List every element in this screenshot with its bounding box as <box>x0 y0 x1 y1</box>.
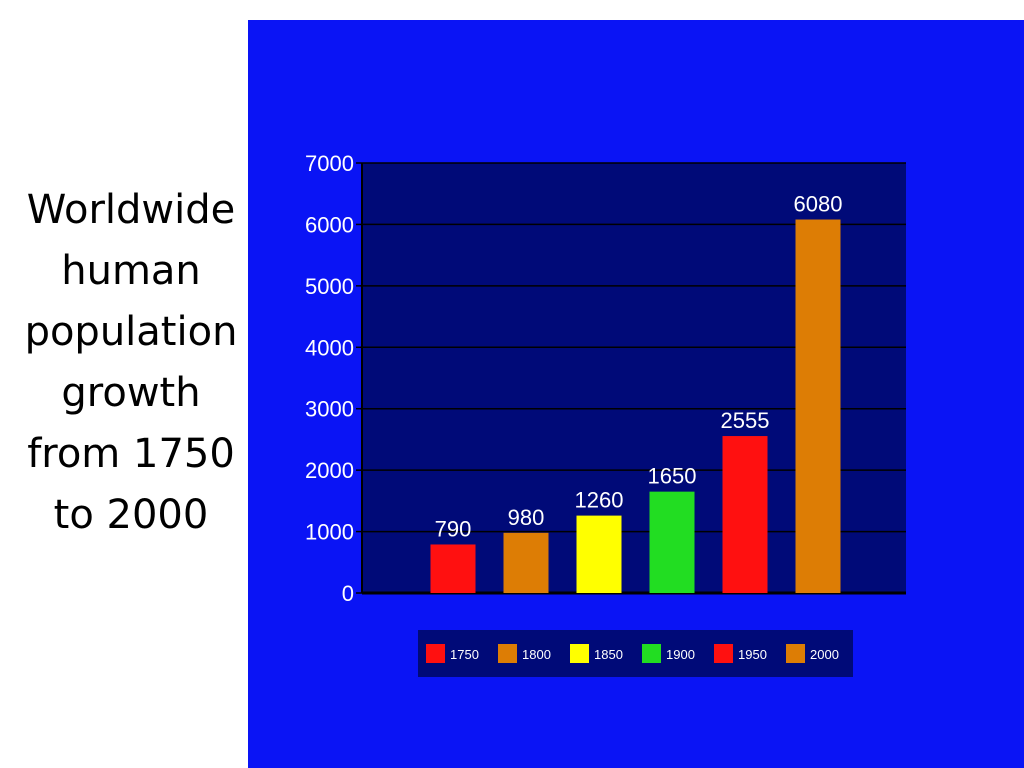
bar-2000 <box>795 219 841 593</box>
legend-label-1850: 1850 <box>594 647 623 662</box>
y-tick-label: 5000 <box>305 274 354 299</box>
title-line: growth <box>61 370 201 416</box>
legend-swatch-1950 <box>714 644 733 663</box>
bar-1950 <box>722 436 768 593</box>
y-tick-label: 0 <box>342 581 354 606</box>
data-label-1750: 790 <box>435 516 472 541</box>
title-line: to 2000 <box>53 492 209 538</box>
legend-swatch-1800 <box>498 644 517 663</box>
legend-label-1750: 1750 <box>450 647 479 662</box>
bar-1850 <box>576 515 622 593</box>
y-tick-label: 7000 <box>305 151 354 176</box>
data-label-1950: 2555 <box>721 408 770 433</box>
legend-label-2000: 2000 <box>810 647 839 662</box>
legend-label-1900: 1900 <box>666 647 695 662</box>
legend-label-1800: 1800 <box>522 647 551 662</box>
y-tick-label: 2000 <box>305 458 354 483</box>
legend <box>418 630 853 677</box>
chart-panel: 0 1000 2000 3000 4000 5000 6000 7000 790 980 1260 1… <box>248 20 1024 768</box>
bar-1750 <box>430 544 476 593</box>
legend-label-1950: 1950 <box>738 647 767 662</box>
y-tick-label: 6000 <box>305 212 354 237</box>
y-tick-label: 1000 <box>305 520 354 545</box>
y-tick-label: 3000 <box>305 397 354 422</box>
legend-swatch-1750 <box>426 644 445 663</box>
bar-1800 <box>503 532 549 593</box>
y-tick-label: 4000 <box>305 335 354 360</box>
data-label-1800: 980 <box>508 505 545 530</box>
data-label-2000: 6080 <box>794 192 843 217</box>
legend-swatch-1850 <box>570 644 589 663</box>
legend-swatch-2000 <box>786 644 805 663</box>
title-line: population <box>24 309 238 355</box>
data-label-1900: 1650 <box>648 464 697 489</box>
title-line: Worldwide <box>26 187 236 233</box>
title-line: from 1750 <box>27 431 235 477</box>
population-bar-chart: 0 1000 2000 3000 4000 5000 6000 7000 790 980 1260 1… <box>305 151 906 677</box>
legend-swatch-1900 <box>642 644 661 663</box>
title-line: human <box>61 248 201 294</box>
data-label-1850: 1260 <box>575 488 624 513</box>
slide-title: Worldwide human population growth from 1… <box>10 180 252 546</box>
bar-1900 <box>649 491 695 593</box>
